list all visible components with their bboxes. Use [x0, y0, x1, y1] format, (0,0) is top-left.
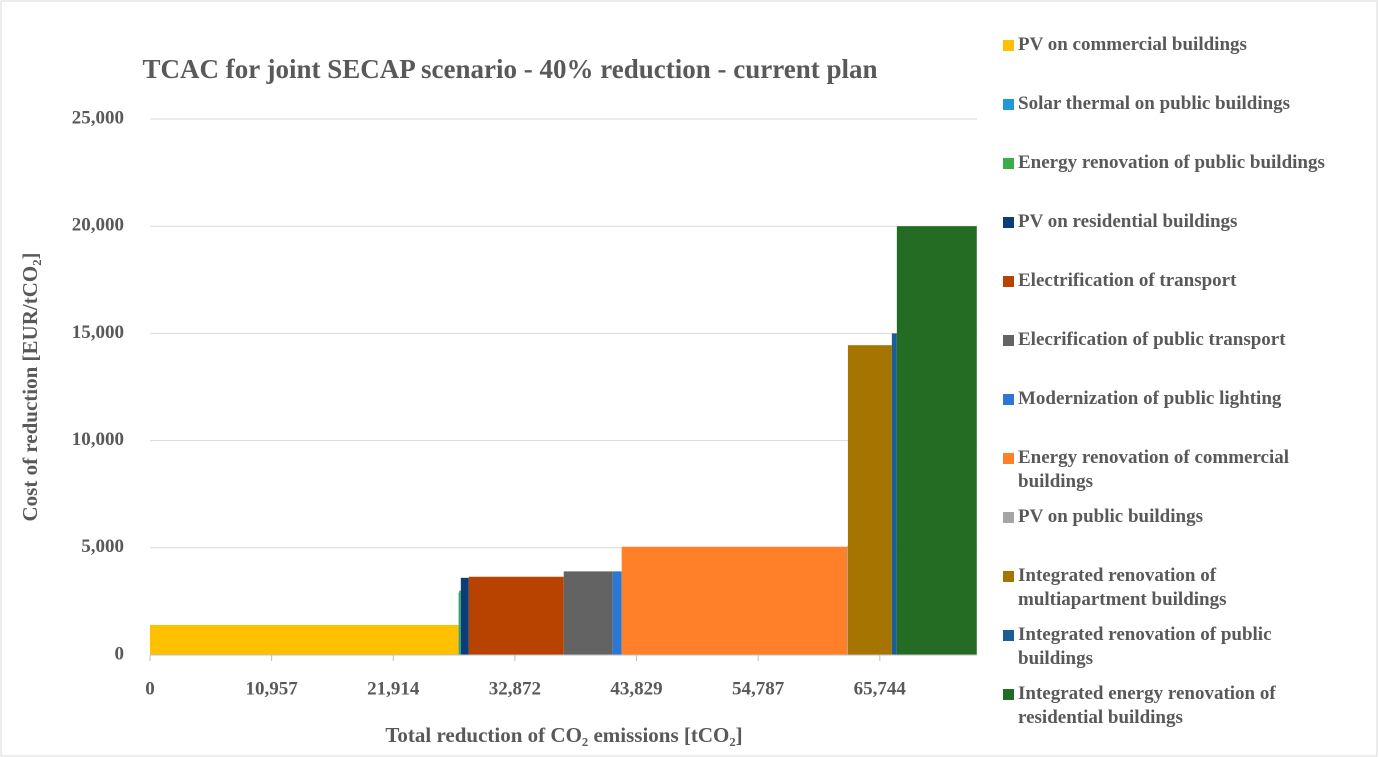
bar — [459, 590, 461, 655]
legend-label: Solar thermal on public buildings — [1018, 93, 1291, 114]
legend-item: Electrification of transport — [1003, 269, 1348, 328]
x-tick-label: 21,914 — [367, 678, 420, 699]
bar — [847, 345, 892, 655]
legend-label: Elecrification of public transport — [1018, 329, 1286, 350]
x-tick-label: 54,787 — [732, 678, 785, 699]
legend-label: PV on residential buildings — [1018, 211, 1238, 232]
x-tick-label: 43,829 — [610, 678, 662, 699]
legend-swatch — [1003, 158, 1014, 169]
y-tick-label: 5,000 — [81, 536, 124, 557]
x-tick-label: 32,872 — [489, 678, 541, 699]
y-axis-title: Cost of reduction [EUR/tCO₂] — [18, 253, 42, 522]
bar — [612, 571, 622, 655]
legend-item: PV on residential buildings — [1003, 210, 1348, 269]
y-tick-label: 20,000 — [72, 215, 124, 236]
legend-item: Integrated renovation of multiapartment … — [1003, 564, 1348, 623]
x-tick-label: 10,957 — [246, 678, 299, 699]
bar — [468, 576, 564, 655]
legend-swatch — [1003, 217, 1014, 228]
y-tick-label: 25,000 — [72, 107, 124, 128]
legend-swatch — [1003, 630, 1014, 641]
legend-label: Energy renovation of public buildings — [1018, 152, 1325, 173]
legend-item: PV on commercial buildings — [1003, 33, 1348, 92]
y-tick-label: 0 — [115, 643, 125, 664]
y-tick-label: 15,000 — [72, 322, 124, 343]
y-tick-label: 10,000 — [72, 429, 124, 450]
legend-swatch — [1003, 689, 1014, 700]
legend-swatch — [1003, 512, 1014, 523]
legend-item: Elecrification of public transport — [1003, 328, 1348, 387]
legend-label: Modernization of public lighting — [1018, 388, 1282, 409]
bar — [458, 592, 460, 655]
legend: PV on commercial buildings Solar thermal … — [1003, 33, 1348, 741]
legend-swatch — [1003, 99, 1014, 110]
legend-label: Integrated renovation of multiapartment … — [1018, 565, 1227, 610]
legend-item: PV on public buildings — [1003, 505, 1348, 564]
bar — [460, 577, 469, 655]
legend-item: Integrated energy renovation of resident… — [1003, 682, 1348, 741]
bar — [621, 546, 848, 655]
legend-label: PV on public buildings — [1018, 506, 1203, 527]
legend-item: Solar thermal on public buildings — [1003, 92, 1348, 151]
legend-item: Energy renovation of commercial building… — [1003, 446, 1348, 505]
bar — [891, 333, 897, 655]
legend-item: Energy renovation of public buildings — [1003, 151, 1348, 210]
legend-item: Modernization of public lighting — [1003, 387, 1348, 446]
bar — [563, 571, 613, 655]
legend-label: Integrated energy renovation of resident… — [1018, 683, 1276, 728]
bar — [847, 545, 849, 655]
x-axis-title: Total reduction of CO₂ emissions [tCO₂] — [385, 723, 742, 747]
legend-label: PV on commercial buildings — [1018, 34, 1247, 55]
legend-swatch — [1003, 453, 1014, 464]
bar — [896, 226, 977, 655]
chart-title: TCAC for joint SECAP scenario - 40% redu… — [143, 54, 878, 84]
legend-swatch — [1003, 40, 1014, 51]
legend-label: Integrated renovation of public building… — [1018, 624, 1272, 669]
legend-swatch — [1003, 394, 1014, 405]
legend-swatch — [1003, 276, 1014, 287]
legend-swatch — [1003, 571, 1014, 582]
x-tick-label: 0 — [145, 678, 155, 699]
legend-label: Energy renovation of commercial building… — [1018, 447, 1290, 492]
legend-label: Electrification of transport — [1018, 270, 1237, 291]
legend-swatch — [1003, 335, 1014, 346]
legend-item: Integrated renovation of public building… — [1003, 623, 1348, 682]
bar — [150, 624, 459, 655]
x-tick-label: 65,744 — [854, 678, 907, 699]
